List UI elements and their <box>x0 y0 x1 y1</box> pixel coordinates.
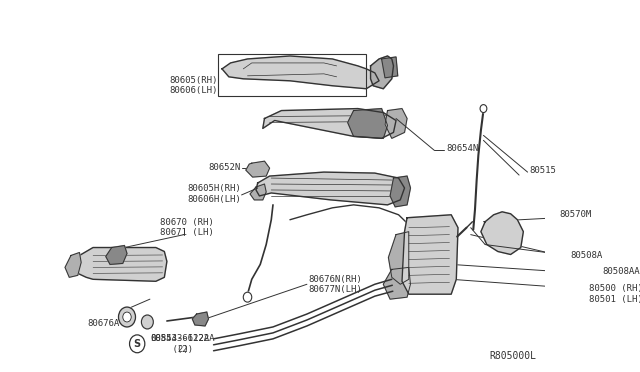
Polygon shape <box>250 184 266 200</box>
Polygon shape <box>65 253 81 277</box>
Text: 80515: 80515 <box>529 166 556 174</box>
Text: S: S <box>134 339 141 349</box>
Polygon shape <box>381 57 397 78</box>
Text: 80670 (RH)
80671 (LH): 80670 (RH) 80671 (LH) <box>159 218 213 237</box>
Polygon shape <box>246 161 269 177</box>
Bar <box>218 54 366 96</box>
Text: 80605H(RH)
80606H(LH): 80605H(RH) 80606H(LH) <box>187 184 241 203</box>
Text: 80570M: 80570M <box>559 210 591 219</box>
Circle shape <box>480 105 487 113</box>
Polygon shape <box>404 218 424 294</box>
Circle shape <box>123 312 131 322</box>
Text: R805000L: R805000L <box>489 351 536 361</box>
Text: 80500 (RH)
80501 (LH): 80500 (RH) 80501 (LH) <box>589 285 640 304</box>
Circle shape <box>243 292 252 302</box>
Polygon shape <box>402 215 458 294</box>
Circle shape <box>129 335 145 353</box>
Polygon shape <box>383 267 410 299</box>
Circle shape <box>141 315 154 329</box>
Text: 80508AA: 80508AA <box>602 267 640 276</box>
Polygon shape <box>388 232 409 284</box>
Text: 80676N(RH)
80677N(LH): 80676N(RH) 80677N(LH) <box>308 275 362 294</box>
Polygon shape <box>222 56 379 89</box>
Circle shape <box>118 307 136 327</box>
Polygon shape <box>390 176 410 207</box>
Polygon shape <box>371 56 394 89</box>
Polygon shape <box>256 172 404 205</box>
Polygon shape <box>72 247 167 281</box>
Text: 08543-6122A
    (2): 08543-6122A (2) <box>151 334 210 353</box>
Text: ß08543-6122A
     (2): ß08543-6122A (2) <box>150 334 214 353</box>
Polygon shape <box>106 246 127 264</box>
Text: 80605(RH)
80606(LH): 80605(RH) 80606(LH) <box>170 76 218 96</box>
Polygon shape <box>481 212 524 254</box>
Polygon shape <box>385 109 407 138</box>
Text: 80676A: 80676A <box>87 320 119 328</box>
Polygon shape <box>263 109 396 138</box>
Polygon shape <box>348 109 388 138</box>
Text: 80508A: 80508A <box>570 251 602 260</box>
Text: 80652N: 80652N <box>209 163 241 171</box>
Text: 80654N: 80654N <box>446 144 478 153</box>
Polygon shape <box>193 312 209 326</box>
